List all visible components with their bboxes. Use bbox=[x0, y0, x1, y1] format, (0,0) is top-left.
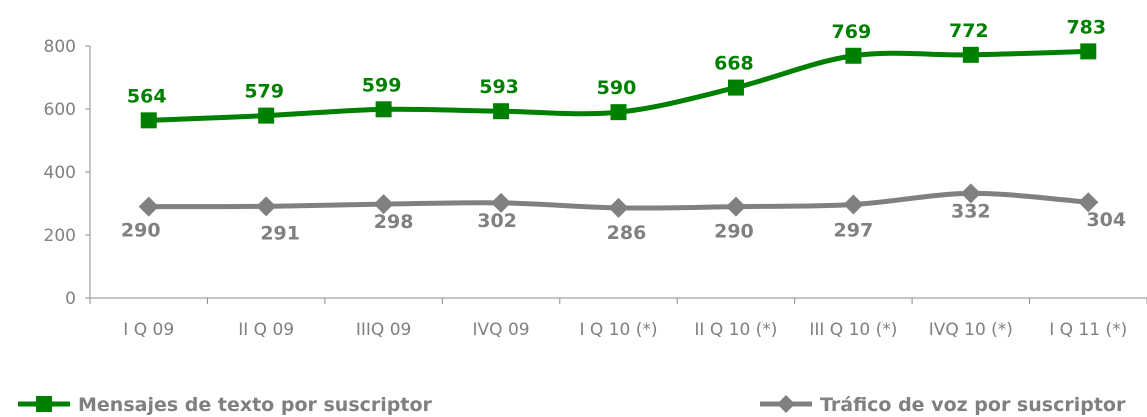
x-tick-label: II Q 09 bbox=[238, 320, 294, 340]
data-point-square bbox=[258, 107, 275, 124]
x-tick-label: III Q 10 (*) bbox=[809, 320, 897, 340]
data-label-mensajes: 599 bbox=[362, 74, 402, 96]
legend-item-mensajes: Mensajes de texto por suscriptor bbox=[18, 394, 433, 416]
data-point-diamond bbox=[960, 183, 981, 204]
data-label-trafico: 291 bbox=[260, 222, 300, 244]
data-point-diamond bbox=[843, 194, 864, 215]
x-tick-label: I Q 11 (*) bbox=[1049, 320, 1127, 340]
x-tick-label: II Q 10 (*) bbox=[694, 320, 777, 340]
data-label-mensajes: 564 bbox=[127, 85, 167, 107]
data-label-mensajes: 579 bbox=[244, 81, 284, 103]
y-tick-label: 800 bbox=[44, 37, 76, 57]
y-tick-label: 600 bbox=[44, 100, 76, 120]
y-tick-label: 0 bbox=[65, 289, 76, 309]
data-point-square bbox=[493, 103, 510, 120]
data-point-diamond bbox=[1078, 192, 1099, 213]
y-tick-label: 400 bbox=[44, 163, 76, 183]
data-label-trafico: 304 bbox=[1086, 209, 1126, 231]
data-label-trafico: 332 bbox=[951, 200, 991, 222]
data-label-mensajes: 783 bbox=[1066, 16, 1106, 38]
axes: 0 200 400 600 800 I Q 09 II Q 09 IIIQ 09 IVQ 09 I… bbox=[44, 37, 1147, 340]
data-label-trafico: 290 bbox=[714, 221, 754, 243]
x-tick-label: IVQ 10 (*) bbox=[929, 320, 1013, 340]
data-point-square bbox=[1080, 43, 1097, 60]
data-label-mensajes: 593 bbox=[479, 76, 519, 98]
data-label-trafico: 297 bbox=[834, 219, 874, 241]
data-point-square bbox=[610, 104, 627, 121]
legend-item-trafico: Tráfico de voz por suscriptor bbox=[760, 394, 1126, 416]
data-label-mensajes: 769 bbox=[832, 21, 872, 43]
data-point-diamond bbox=[373, 194, 394, 215]
legend: Mensajes de texto por suscriptor Tráfico … bbox=[18, 394, 1126, 416]
data-labels: 564 579 599 593 590 668 769 772 783 290 291 298 302 2… bbox=[121, 16, 1126, 244]
data-point-square bbox=[962, 46, 979, 63]
data-point-square bbox=[375, 101, 392, 118]
y-tick-label: 200 bbox=[44, 226, 76, 246]
data-label-trafico: 290 bbox=[121, 220, 161, 242]
data-point-diamond bbox=[608, 197, 629, 218]
data-label-trafico: 302 bbox=[477, 210, 517, 232]
x-tick-label: I Q 09 bbox=[123, 320, 174, 340]
legend-label: Tráfico de voz por suscriptor bbox=[820, 394, 1126, 416]
data-label-mensajes: 590 bbox=[597, 77, 637, 99]
x-tick-label: I Q 10 (*) bbox=[579, 320, 657, 340]
data-point-diamond bbox=[256, 196, 277, 217]
legend-diamond-icon bbox=[777, 395, 795, 413]
x-tick-label: IVQ 09 bbox=[473, 320, 530, 340]
data-label-mensajes: 668 bbox=[714, 53, 754, 75]
data-label-mensajes: 772 bbox=[949, 20, 989, 42]
data-point-diamond bbox=[725, 196, 746, 217]
series-layer bbox=[138, 43, 1099, 218]
legend-square-icon bbox=[36, 396, 52, 412]
data-point-square bbox=[845, 47, 862, 64]
data-label-trafico: 286 bbox=[607, 222, 647, 244]
legend-label: Mensajes de texto por suscriptor bbox=[78, 394, 433, 416]
data-label-trafico: 298 bbox=[374, 211, 414, 233]
data-point-square bbox=[140, 112, 157, 129]
data-point-diamond bbox=[491, 192, 512, 213]
x-tick-label: IIIQ 09 bbox=[356, 320, 411, 340]
data-point-square bbox=[727, 79, 744, 96]
data-point-diamond bbox=[138, 196, 159, 217]
